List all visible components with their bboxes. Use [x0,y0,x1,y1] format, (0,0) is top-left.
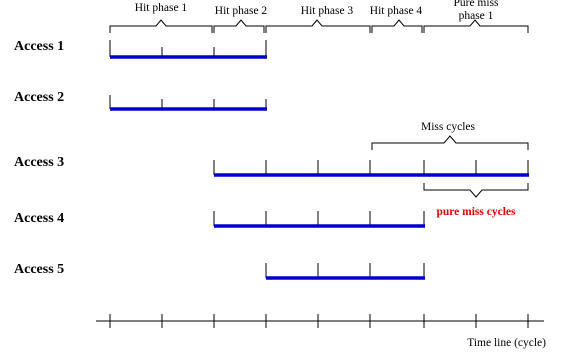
access-label-4: Access 4 [14,211,64,226]
access-label-1: Access 1 [14,39,64,54]
access-row-3 [213,160,529,177]
brace-pure-miss-phase-1 [423,19,529,33]
access-row-4 [213,211,425,228]
brace-pure-miss-cycles [423,183,529,198]
phase-label-5-line2: phase 1 [459,10,494,22]
access-label-3: Access 3 [14,155,64,170]
brace-hit-phase-1 [109,19,213,33]
access-label-2: Access 2 [14,90,64,105]
brace-miss-cycles [371,135,529,150]
access-row-2 [109,95,267,111]
phase-braces [109,19,529,33]
phase-label-3: Hit phase 3 [301,5,354,17]
brace-hit-phase-4 [371,19,423,33]
phase-label-4: Hit phase 4 [370,5,423,17]
miss-cycles-label: Miss cycles [421,121,476,133]
brace-hit-phase-3 [265,19,371,33]
phase-label-1: Hit phase 1 [135,2,188,14]
access-label-5: Access 5 [14,262,64,277]
time-axis-label: Time line (cycle) [467,337,546,349]
brace-hit-phase-2 [213,19,265,33]
phase-label-2: Hit phase 2 [215,5,268,17]
pure-miss-cycles-label: pure miss cycles [436,206,516,218]
phase-label-5-line1: Pure miss [453,0,499,9]
time-axis [96,314,544,328]
access-row-1 [109,40,267,59]
access-row-5 [265,263,425,280]
